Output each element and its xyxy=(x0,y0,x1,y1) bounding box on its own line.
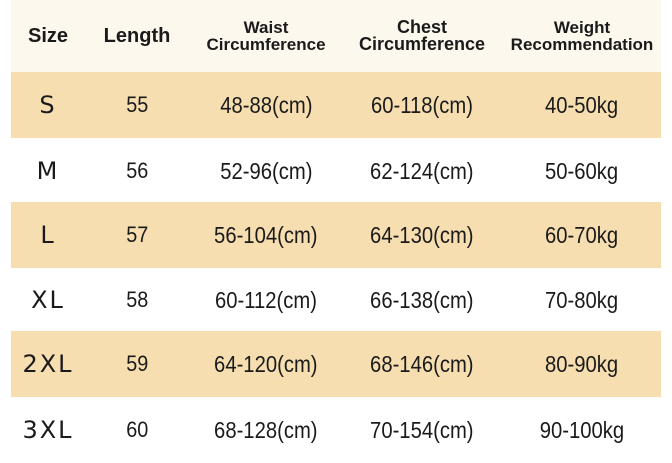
header-chest-line1: Chest xyxy=(396,17,447,37)
table-row: XL 58 60-112(cm) 66-138(cm) 70-80kg xyxy=(11,267,661,333)
size-chart: Size Length Waist Circumference Chest Ci… xyxy=(11,0,661,463)
table-row: S 55 48-88(cm) 60-118(cm) 40-50kg xyxy=(11,72,661,138)
weight-cell: 40-50kg xyxy=(545,91,619,118)
header-weight-line1: Weight xyxy=(553,18,611,37)
weight-cell: 90-100kg xyxy=(539,416,625,443)
waist-cell: 56-104(cm) xyxy=(214,221,318,248)
size-cell: L xyxy=(40,221,56,249)
size-cell: S xyxy=(39,91,57,119)
weight-cell: 70-80kg xyxy=(545,286,619,313)
header-row: Size Length Waist Circumference Chest Ci… xyxy=(11,0,661,72)
header-chest-line2: Circumference xyxy=(358,34,486,54)
chest-cell: 68-146(cm) xyxy=(370,350,474,377)
size-cell: M xyxy=(36,157,60,185)
length-cell: 60 xyxy=(125,417,149,442)
waist-cell: 60-112(cm) xyxy=(215,286,317,313)
header-length: Length xyxy=(103,24,171,47)
header-waist-line2: Circumference xyxy=(206,35,326,54)
header-waist: Waist Circumference xyxy=(191,0,341,72)
waist-cell: 52-96(cm) xyxy=(219,157,313,184)
length-cell: 57 xyxy=(125,222,149,247)
length-cell: 55 xyxy=(125,92,149,117)
table-row: 2XL 59 64-120(cm) 68-146(cm) 80-90kg xyxy=(11,331,661,397)
chest-cell: 64-130(cm) xyxy=(370,221,474,248)
header-chest: Chest Circumference xyxy=(347,0,497,72)
chest-cell: 70-154(cm) xyxy=(370,416,474,443)
weight-cell: 60-70kg xyxy=(545,221,619,248)
header-weight: Weight Recommendation xyxy=(503,0,661,72)
size-cell: 3XL xyxy=(22,416,74,444)
table-row: M 56 52-96(cm) 62-124(cm) 50-60kg xyxy=(11,138,661,204)
table-row: 3XL 60 68-128(cm) 70-154(cm) 90-100kg xyxy=(11,397,661,463)
size-cell: XL xyxy=(31,286,65,314)
chest-cell: 60-118(cm) xyxy=(371,91,473,118)
length-cell: 58 xyxy=(125,287,149,312)
header-size: Size xyxy=(27,24,69,47)
length-cell: 59 xyxy=(125,351,149,376)
waist-cell: 48-88(cm) xyxy=(219,91,313,118)
table-row: L 57 56-104(cm) 64-130(cm) 60-70kg xyxy=(11,202,661,268)
weight-cell: 50-60kg xyxy=(545,157,619,184)
header-weight-line2: Recommendation xyxy=(510,35,654,54)
size-cell: 2XL xyxy=(22,350,74,378)
weight-cell: 80-90kg xyxy=(545,350,619,377)
header-waist-line1: Waist xyxy=(243,18,289,37)
chest-cell: 62-124(cm) xyxy=(370,157,474,184)
chest-cell: 66-138(cm) xyxy=(370,286,474,313)
length-cell: 56 xyxy=(125,158,149,183)
waist-cell: 68-128(cm) xyxy=(214,416,318,443)
waist-cell: 64-120(cm) xyxy=(214,350,318,377)
